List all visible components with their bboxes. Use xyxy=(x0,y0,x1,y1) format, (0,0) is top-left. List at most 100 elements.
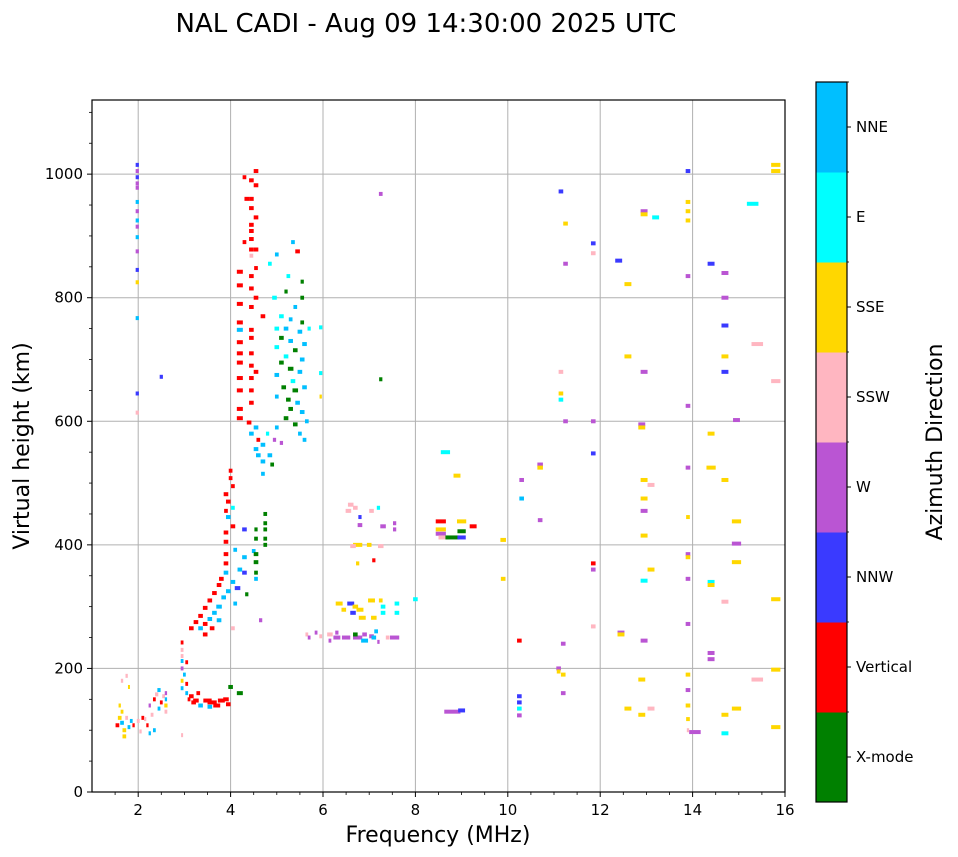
data-point-ssw xyxy=(327,632,333,637)
data-point-e xyxy=(268,261,272,266)
data-point-vertical xyxy=(260,314,266,319)
y-tick-label: 400 xyxy=(54,536,83,554)
data-point-vertical xyxy=(202,632,208,637)
data-point-vertical xyxy=(249,206,254,211)
data-point-sse xyxy=(721,477,729,482)
data-point-sse xyxy=(685,218,691,223)
plot-frame xyxy=(91,99,786,793)
data-point-sse xyxy=(563,221,568,226)
y-tick-label: 200 xyxy=(54,659,83,677)
data-point-w xyxy=(444,709,461,714)
data-point-w xyxy=(640,638,648,643)
data-point-w xyxy=(560,691,566,696)
data-point-vertical xyxy=(185,660,189,665)
data-point-e xyxy=(319,325,323,330)
data-point-sse xyxy=(624,354,632,359)
data-point-ssw xyxy=(590,251,596,256)
data-point-w xyxy=(560,641,566,646)
data-point-nne xyxy=(302,437,307,442)
data-point-nnw xyxy=(242,570,247,575)
x-tick-label: 8 xyxy=(411,801,421,819)
data-point-nne xyxy=(304,419,309,424)
data-point-w xyxy=(328,638,332,643)
data-point-sse xyxy=(640,477,648,482)
colorbar-label-sse: SSE xyxy=(856,298,885,316)
data-point-w xyxy=(563,419,568,424)
data-point-nne xyxy=(230,579,236,584)
data-point-sse xyxy=(117,715,122,720)
data-point-e xyxy=(376,505,381,510)
data-point-nne xyxy=(135,235,139,240)
data-point-w xyxy=(279,440,284,445)
data-point-vertical xyxy=(193,620,199,625)
data-point-ssw xyxy=(686,728,690,733)
data-point-w xyxy=(733,418,740,423)
data-point-nne xyxy=(298,431,302,436)
data-point-sse xyxy=(731,560,742,565)
data-point-vertical xyxy=(189,626,194,631)
data-point-ssw xyxy=(155,692,159,697)
data-point-sse xyxy=(624,282,632,287)
data-point-vertical xyxy=(152,697,156,702)
y-tick-label: 800 xyxy=(54,289,83,307)
colorbar-label-w: W xyxy=(856,478,871,496)
data-point-ssw xyxy=(647,482,655,487)
data-point-sse xyxy=(500,576,506,581)
data-point-sse xyxy=(721,712,729,717)
data-point-vertical xyxy=(249,363,254,368)
data-point-x-mode xyxy=(263,521,268,526)
data-point-vertical xyxy=(249,196,254,201)
colorbar-frame xyxy=(815,81,848,803)
data-point-w xyxy=(389,635,400,640)
data-point-vertical xyxy=(249,274,254,279)
data-point-sse xyxy=(685,199,691,204)
data-point-nne xyxy=(256,453,261,458)
data-point-nne xyxy=(274,394,279,399)
data-point-nne xyxy=(297,369,303,374)
data-point-nne xyxy=(293,304,298,309)
x-tick-label: 6 xyxy=(318,801,328,819)
data-point-vertical xyxy=(223,539,229,544)
data-point-nne xyxy=(225,515,231,520)
data-point-nne xyxy=(236,327,243,332)
data-point-ssw xyxy=(385,635,390,640)
data-point-ssw xyxy=(771,379,781,384)
data-point-nne xyxy=(283,326,289,331)
data-point-ssw xyxy=(347,502,354,507)
data-point-nne xyxy=(267,453,273,458)
data-point-x-mode xyxy=(263,542,268,547)
data-point-vertical xyxy=(249,327,254,332)
data-point-sse xyxy=(771,169,781,174)
data-point-x-mode xyxy=(445,535,460,540)
data-point-w xyxy=(707,657,715,662)
data-point-w xyxy=(685,621,691,626)
data-point-sse xyxy=(352,604,359,609)
data-point-nne xyxy=(198,703,203,708)
data-point-w xyxy=(333,635,341,640)
data-point-vertical xyxy=(223,492,229,497)
x-tick-label: 10 xyxy=(498,801,517,819)
data-point-sse xyxy=(319,394,322,399)
data-point-ssw xyxy=(125,673,128,678)
y-tick-label: 0 xyxy=(73,783,83,801)
data-point-sse xyxy=(685,209,691,214)
data-point-vertical xyxy=(209,626,215,631)
data-point-x-mode xyxy=(236,691,243,696)
data-point-vertical xyxy=(212,591,217,596)
x-axis: 2 4 6 8 10 12 14 16 xyxy=(114,792,795,819)
data-point-sse xyxy=(685,703,691,708)
data-point-sse xyxy=(341,607,347,612)
data-point-x-mode xyxy=(353,632,358,637)
data-point-w xyxy=(685,552,691,557)
data-point-w xyxy=(148,703,151,708)
data-point-vertical xyxy=(231,484,235,489)
data-point-vertical xyxy=(236,283,243,288)
data-point-nnw xyxy=(347,601,355,606)
data-point-nne xyxy=(180,686,184,691)
data-point-x-mode xyxy=(379,377,383,382)
data-point-w xyxy=(707,650,715,655)
data-point-nnw xyxy=(590,241,596,246)
data-point-e xyxy=(721,731,729,736)
data-point-x-mode xyxy=(279,335,284,340)
